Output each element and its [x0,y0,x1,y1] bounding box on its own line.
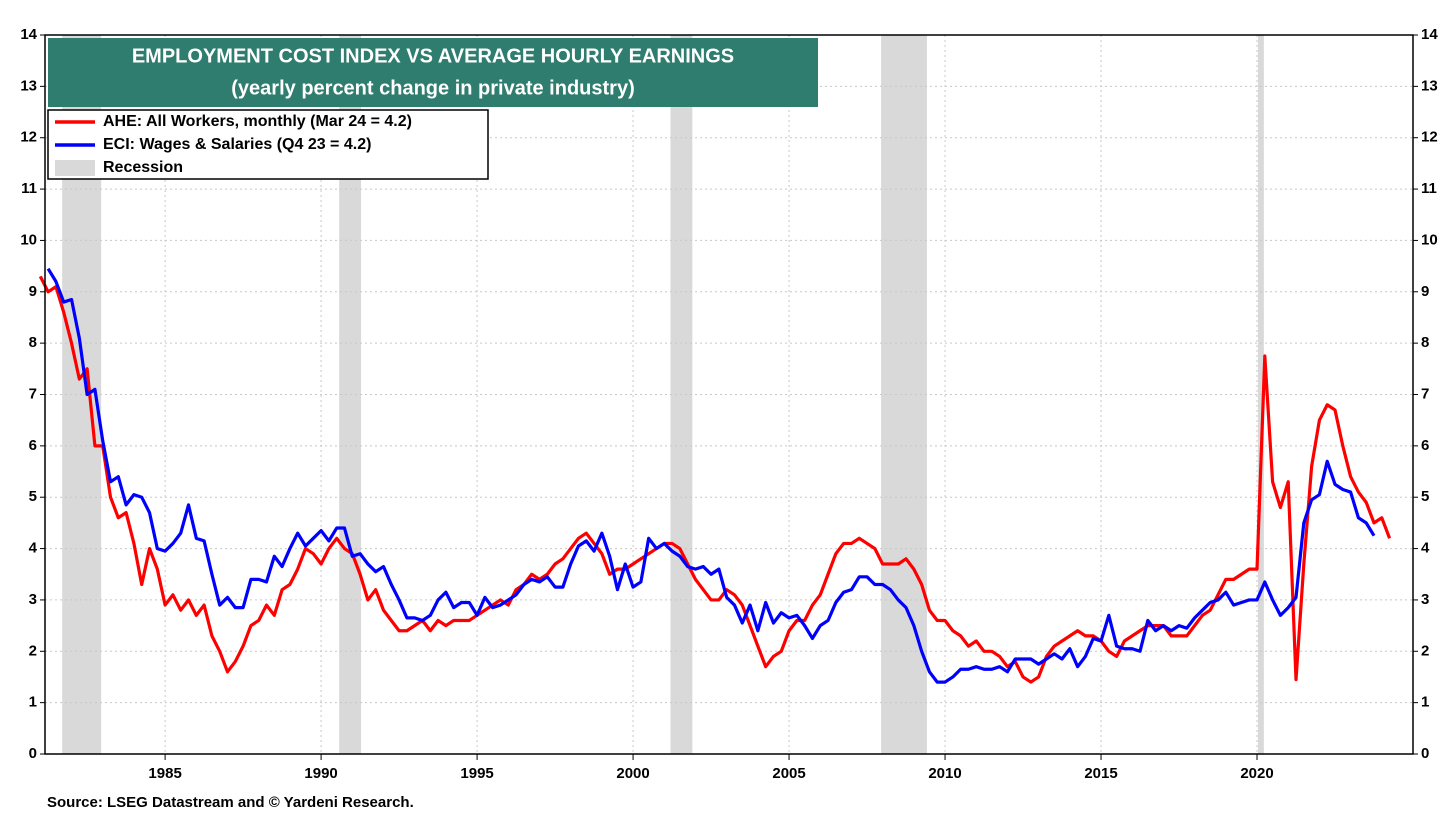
legend-swatch [55,160,95,176]
y2-tick-label: 10 [1421,231,1438,248]
chart-subtitle: (yearly percent change in private indust… [231,77,634,99]
x-tick-label: 2020 [1240,765,1273,782]
y-tick-label: 1 [29,694,37,711]
y2-tick-label: 4 [1421,540,1430,557]
legend: AHE: All Workers, monthly (Mar 24 = 4.2)… [55,113,412,176]
legend-label: AHE: All Workers, monthly (Mar 24 = 4.2) [103,113,412,130]
y2-tick-label: 12 [1421,129,1438,146]
y2-tick-label: 14 [1421,26,1438,43]
y-tick-label: 14 [20,26,37,43]
y2-tick-label: 0 [1421,745,1429,762]
y2-tick-label: 9 [1421,283,1429,300]
y-tick-label: 6 [29,437,37,454]
y2-tick-label: 3 [1421,591,1429,608]
y-tick-label: 2 [29,642,37,659]
y-tick-label: 11 [21,180,37,197]
x-tick-label: 2010 [928,765,961,782]
y2-tick-label: 7 [1421,385,1429,402]
chart-title: EMPLOYMENT COST INDEX VS AVERAGE HOURLY … [132,45,734,67]
y2-tick-label: 5 [1421,488,1429,505]
y2-tick-label: 13 [1421,77,1438,94]
y2-tick-label: 6 [1421,437,1429,454]
x-tick-label: 2000 [616,765,649,782]
y2-tick-label: 11 [1421,180,1437,197]
y-tick-label: 10 [20,231,37,248]
x-tick-label: 2005 [772,765,805,782]
y-tick-label: 9 [29,283,37,300]
source-note: Source: LSEG Datastream and © Yardeni Re… [47,794,414,811]
y2-tick-label: 1 [1421,694,1429,711]
x-tick-label: 1995 [460,765,493,782]
legend-label: Recession [103,159,183,176]
y2-tick-label: 8 [1421,334,1429,351]
x-tick-label: 2015 [1084,765,1117,782]
y-tick-label: 7 [29,385,37,402]
y-tick-label: 8 [29,334,37,351]
recession-band [881,35,927,754]
y-tick-label: 13 [20,77,37,94]
y2-tick-label: 2 [1421,642,1429,659]
series-line [46,267,1376,684]
legend-box [47,109,489,180]
x-tick-label: 1990 [304,765,337,782]
title-box [48,38,818,107]
x-tick-label: 1985 [148,765,181,782]
y-tick-label: 5 [29,488,37,505]
y-tick-label: 3 [29,591,37,608]
y-tick-label: 12 [20,129,37,146]
legend-label: ECI: Wages & Salaries (Q4 23 = 4.2) [103,136,371,153]
y-tick-label: 4 [29,540,38,557]
y-tick-label: 0 [29,745,37,762]
